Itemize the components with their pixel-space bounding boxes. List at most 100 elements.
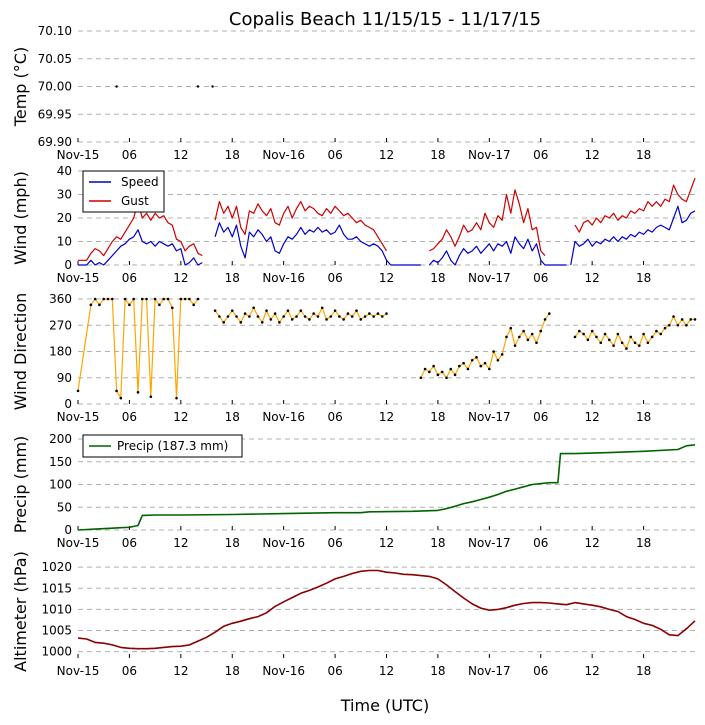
wind-ytick-label: 30 <box>57 188 72 202</box>
wind-direction-point <box>265 309 268 312</box>
wind-direction-point <box>252 306 255 310</box>
wind_direction-ytick-label: 270 <box>49 318 72 332</box>
temperature-point <box>115 85 118 88</box>
wind-speed-line <box>214 222 421 266</box>
precip-xtick-label: Nov-16 <box>262 536 305 550</box>
wind-y-axis-title: Wind (mph) <box>11 171 30 265</box>
precip-xtick-label: Nov-17 <box>468 536 511 550</box>
wind-direction-point <box>350 315 354 318</box>
wind-direction-point <box>218 315 221 318</box>
wind-direction-point <box>488 367 491 371</box>
wind-direction-point <box>530 332 534 336</box>
wind-xtick-label: Nov-15 <box>57 271 100 285</box>
altimeter-xtick-label: Nov-17 <box>468 664 511 678</box>
temperature-xtick-label: Nov-16 <box>262 148 305 162</box>
temperature-xtick-label: 06 <box>533 148 548 162</box>
wind-direction-point <box>672 315 675 318</box>
panels-group: 69.90 69.95 70.00 70.05 70.10 Nov-15 06 12 18 Nov… <box>11 24 697 678</box>
wind-legend-entry: Gust <box>121 194 149 208</box>
altimeter-ytick-label: 1020 <box>41 560 72 574</box>
wind-direction-point <box>235 315 238 318</box>
wind-direction-point <box>466 367 470 371</box>
precip-xtick-label: 18 <box>636 536 651 550</box>
wind-direction-point <box>663 326 667 330</box>
wind-legend-entry: Speed <box>121 175 159 189</box>
wind-direction-point <box>500 353 504 356</box>
wind-direction-point <box>693 318 697 321</box>
wind-direction-point <box>158 303 161 307</box>
wind-legend: Speed Gust <box>82 170 165 213</box>
wind-direction-point <box>119 396 123 400</box>
altimeter-xtick-label: 18 <box>636 664 651 678</box>
altimeter-line <box>77 569 696 650</box>
wind-direction-point <box>496 358 500 362</box>
wind-direction-point <box>522 329 525 333</box>
precip-ytick-label: 100 <box>49 478 72 492</box>
wind-direction-point <box>608 338 611 342</box>
temperature-xtick-label: 06 <box>327 148 342 162</box>
wind-direction-point <box>256 315 260 318</box>
wind-direction-point <box>222 321 225 324</box>
wind-direction-point <box>106 297 110 301</box>
wind-direction-point <box>659 332 663 336</box>
temperature-ytick-label: 70.05 <box>38 52 72 66</box>
wind-xtick-label: 06 <box>327 271 342 285</box>
wind-direction-point <box>650 335 654 339</box>
precip-line <box>77 444 696 531</box>
wind-direction-point <box>136 391 140 394</box>
wind-ytick-label: 10 <box>57 235 72 249</box>
wind_direction-xtick-label: Nov-16 <box>262 410 305 424</box>
wind-direction-point <box>436 373 440 377</box>
wind-direction-point <box>509 326 513 330</box>
wind_direction-y-axis-title: Wind Direction <box>11 293 30 411</box>
wind_direction-xtick-label: Nov-15 <box>57 410 100 424</box>
wind_direction-xtick-label: 12 <box>173 410 188 424</box>
wind-ytick-label: 0 <box>64 258 72 272</box>
wind-direction-point <box>518 335 521 339</box>
wind-direction-point <box>243 312 247 315</box>
wind-direction-point <box>303 315 307 318</box>
x-axis-title: Time (UTC) <box>340 696 429 715</box>
wind-gust-line <box>429 189 546 256</box>
wind-ytick-label: 20 <box>57 211 72 225</box>
temperature-xtick-label: 12 <box>173 148 188 162</box>
wind-direction-point <box>260 321 264 324</box>
wind-direction-point <box>676 323 680 327</box>
wind-direction-point <box>642 332 645 336</box>
wind-xtick-label: 12 <box>379 271 394 285</box>
wind-direction-point <box>282 315 285 318</box>
wind-direction-point <box>440 370 444 374</box>
altimeter-xtick-label: 18 <box>225 664 240 678</box>
wind_direction-xtick-label: 18 <box>636 410 651 424</box>
precip-panel: 0 50 100 150 200 Nov-15 06 12 18 Nov-16 06 12 18 Nov-… <box>11 432 696 550</box>
wind-direction-point <box>573 335 577 339</box>
wind-direction-point <box>98 303 101 307</box>
temperature-xtick-label: 18 <box>636 148 651 162</box>
wind-ytick-label: 40 <box>57 164 72 178</box>
wind-direction-point <box>89 303 93 307</box>
wind-direction-point <box>458 364 461 368</box>
wind-direction-point <box>633 341 637 345</box>
precip-legend-entry: Precip (187.3 mm) <box>117 439 228 453</box>
precip-legend: Precip (187.3 mm) <box>82 434 243 458</box>
wind-direction-point <box>363 315 367 318</box>
wind-direction-point <box>286 309 290 312</box>
altimeter-xtick-label: 18 <box>430 664 445 678</box>
wind_direction-xtick-label: 06 <box>533 410 548 424</box>
wind-direction-point <box>543 318 547 321</box>
temperature-xtick-label: 06 <box>122 148 137 162</box>
wind-speed-line <box>428 236 567 266</box>
wind_direction-xtick-label: 18 <box>225 410 240 424</box>
precip-xtick-label: 18 <box>430 536 445 550</box>
wind-direction-point <box>449 367 453 371</box>
altimeter-ytick-label: 1010 <box>41 602 72 616</box>
altimeter-ytick-label: 1000 <box>41 645 72 659</box>
wind-direction-point <box>140 297 144 301</box>
wind-xtick-label: 06 <box>533 271 548 285</box>
temperature-point <box>196 85 200 88</box>
wind-direction-point <box>419 376 423 380</box>
wind-direction-point <box>578 329 581 333</box>
wind-xtick-label: Nov-17 <box>468 271 511 285</box>
altimeter-xtick-label: 12 <box>173 664 188 678</box>
